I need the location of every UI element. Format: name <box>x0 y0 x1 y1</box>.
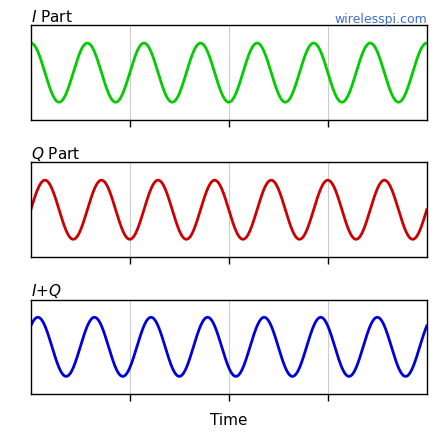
Text: wirelesspi.com: wirelesspi.com <box>334 13 427 26</box>
Text: $\mathit{Q}$ Part: $\mathit{Q}$ Part <box>31 145 80 163</box>
Text: $\mathit{I}$ Part: $\mathit{I}$ Part <box>31 9 73 25</box>
Text: $\mathit{I}$$+$$\mathit{Q}$: $\mathit{I}$$+$$\mathit{Q}$ <box>31 282 62 300</box>
Text: Time: Time <box>210 412 248 427</box>
